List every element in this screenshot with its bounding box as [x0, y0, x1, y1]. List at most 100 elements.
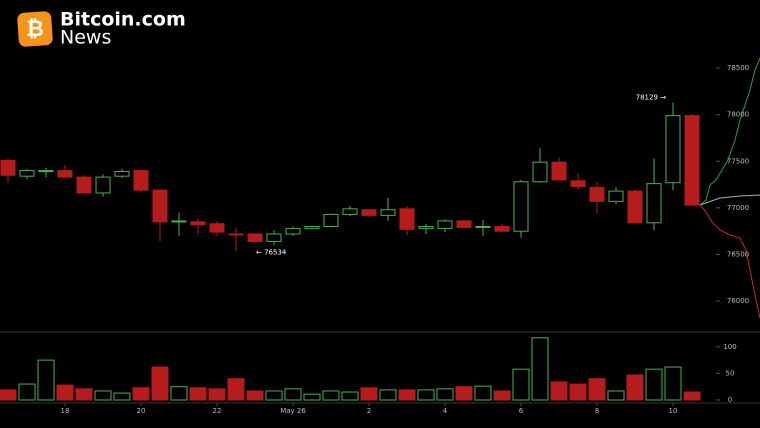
volume-bar [265, 390, 283, 401]
volume-bar [208, 388, 226, 401]
candle-body [95, 176, 111, 194]
volume-bar [75, 388, 93, 401]
logo-sub: News [60, 27, 111, 49]
volume-bar [379, 389, 397, 401]
volume-bar [170, 386, 188, 401]
candle-body [646, 183, 662, 224]
volume-bar [18, 383, 36, 401]
volume-bar [151, 366, 169, 401]
candle-body [228, 233, 244, 236]
volume-bar [683, 391, 701, 401]
volume-bar [0, 389, 17, 401]
candle-body [57, 170, 73, 178]
candle-body [304, 226, 320, 229]
volume-bar [436, 388, 454, 401]
depth-bids [699, 57, 760, 206]
candle-body [589, 186, 605, 202]
volume-bar [645, 368, 663, 401]
candle-body [114, 171, 130, 177]
candle-body [551, 161, 567, 181]
volume-bar [132, 387, 150, 401]
volume-bar [303, 393, 321, 401]
volume-bar [113, 392, 131, 401]
depth-mid [699, 194, 760, 206]
volume-bar [56, 384, 74, 401]
candle-body [38, 170, 54, 173]
candle-body [266, 233, 282, 242]
x-tick-label: 6 [519, 407, 524, 415]
x-tick-label: 18 [61, 407, 70, 415]
volume-bar [398, 389, 416, 401]
volume-bar [474, 385, 492, 401]
x-tick-label: 2 [367, 407, 371, 415]
volume-bar [550, 381, 568, 401]
candle-body [665, 115, 681, 184]
candle-body [418, 226, 434, 229]
candle-body [399, 208, 415, 230]
volume-bar [246, 390, 264, 401]
y-tick-label: 76500 [727, 250, 749, 258]
y-tick-label: 77000 [727, 204, 749, 212]
volume-bar [588, 378, 606, 401]
candle-body [380, 209, 396, 216]
x-tick-label: 4 [443, 407, 448, 415]
volume-bar [455, 386, 473, 401]
x-tick-label: 8 [595, 407, 599, 415]
candle-body [513, 181, 529, 232]
x-tick-label: May 26 [280, 407, 306, 415]
candle-body [247, 233, 263, 242]
volume-tick-label: 0 [728, 396, 732, 404]
y-tick-label: 76000 [727, 297, 749, 305]
candle-body [76, 176, 92, 194]
candle-body [532, 161, 548, 183]
logo: ₿ Bitcoin.com News [17, 9, 186, 49]
x-tick-label: 20 [137, 407, 146, 415]
volume-bar [189, 387, 207, 401]
volume-bar [360, 387, 378, 401]
candle-body [0, 159, 16, 176]
candle-body [285, 227, 301, 235]
volume-bar [664, 366, 682, 401]
volume-bar [607, 390, 625, 401]
candle-body [570, 180, 586, 187]
annotation: 78129 → [636, 94, 666, 102]
volume-bar [322, 390, 340, 401]
volume-bar [493, 390, 511, 401]
y-tick-label: 78500 [727, 64, 749, 72]
volume-bar [284, 388, 302, 401]
candle-body [608, 190, 624, 202]
candle-body [361, 209, 377, 216]
candle-body [475, 226, 491, 229]
volume-bar [227, 378, 245, 401]
candle-body [437, 220, 453, 229]
candle-body [456, 220, 472, 228]
volume-bar [37, 359, 55, 401]
volume-bar [341, 391, 359, 401]
logo-badge [17, 11, 53, 47]
candle-body [494, 226, 510, 232]
candle-body [323, 213, 339, 228]
y-tick-label: 77500 [727, 157, 749, 165]
depth-asks [699, 204, 760, 319]
candle-body [152, 189, 168, 223]
logo-name: Bitcoin.com [60, 9, 186, 31]
volume-bar [531, 337, 549, 401]
volume-tick-label: 100 [723, 343, 736, 351]
x-tick-label: 22 [213, 407, 222, 415]
candle-body [627, 190, 643, 224]
candle-body [171, 220, 187, 223]
candle-body [209, 223, 225, 233]
volume-bar [569, 383, 587, 401]
volume-bar [626, 374, 644, 401]
candle-body [190, 221, 206, 226]
candle-body [133, 170, 149, 191]
annotation: ← 76534 [256, 248, 287, 256]
volume-bar [417, 389, 435, 401]
volume-tick-label: 50 [726, 369, 735, 377]
candle-body [342, 208, 358, 215]
y-tick-label: 78000 [727, 111, 749, 119]
x-tick-label: 10 [669, 407, 678, 415]
